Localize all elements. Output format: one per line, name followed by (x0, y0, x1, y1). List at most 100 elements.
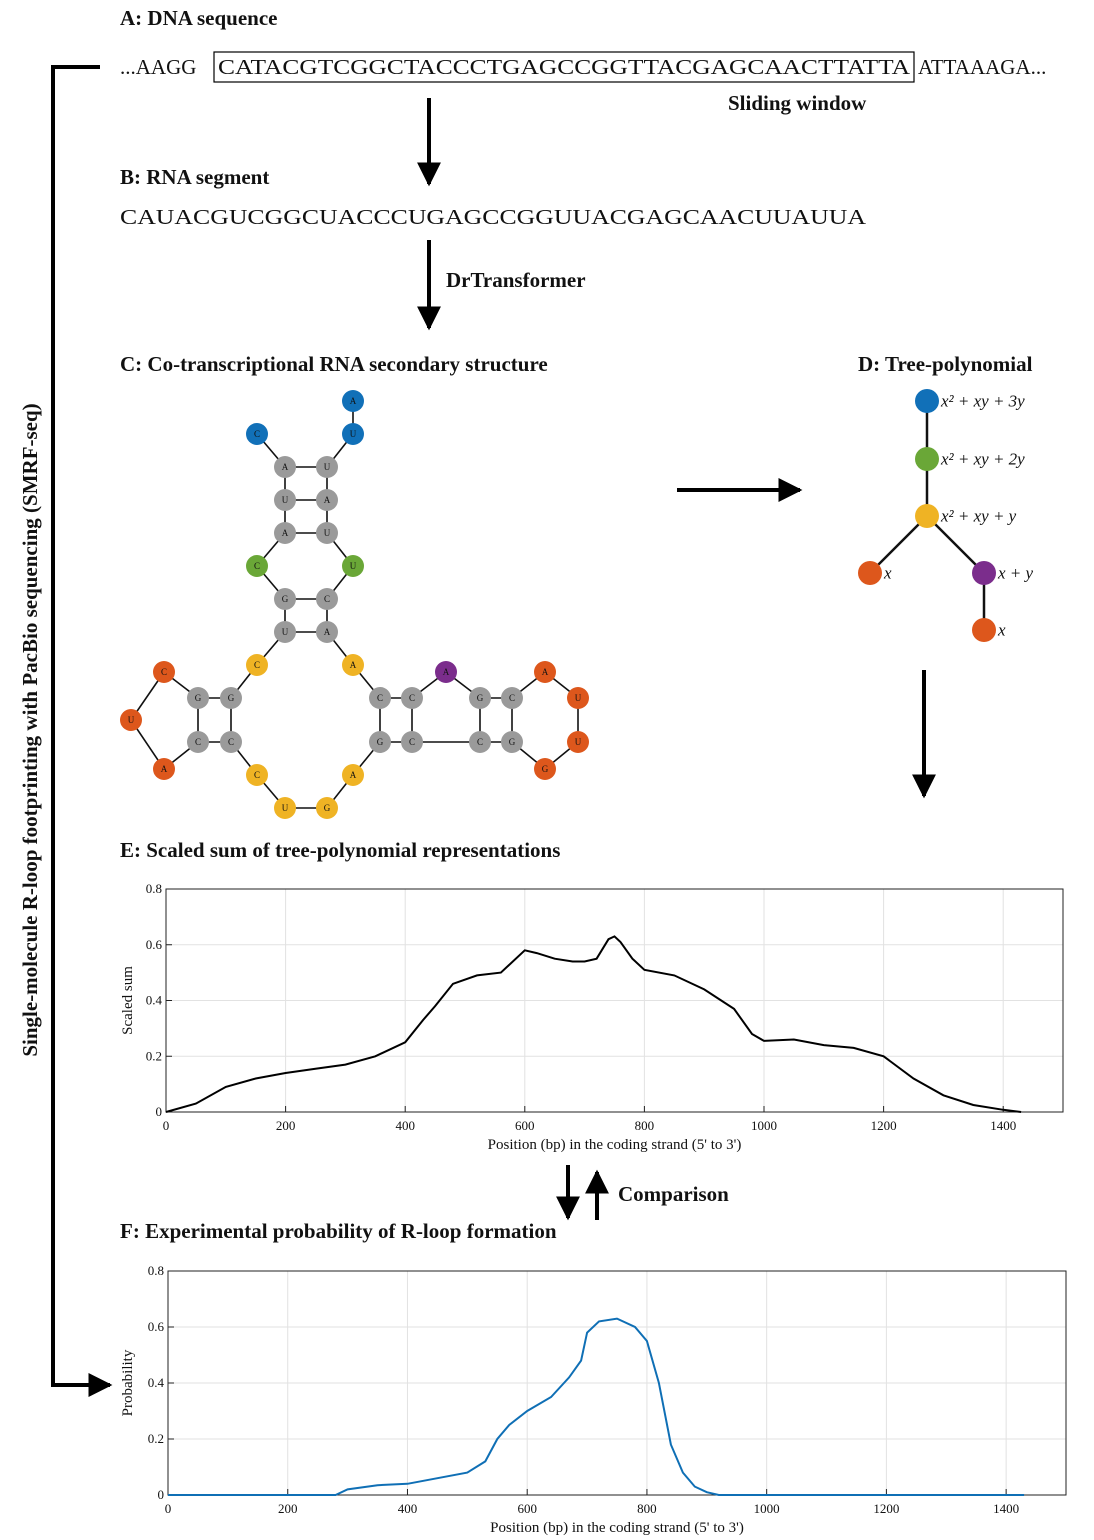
tree: x² + xy + 3y x² + xy + 2y x² + xy + y x x + … (858, 389, 1034, 642)
base-node (469, 731, 491, 753)
base-node (316, 588, 338, 610)
arrows (51, 65, 936, 1397)
base-node (246, 764, 268, 786)
rna-structure: C A U A U U A A U C U G C U A C A G G C C C U A C U G A C C G C G C C G A A U U… (120, 390, 589, 819)
base-label: C (509, 693, 515, 703)
base-label: C (254, 561, 260, 571)
window-label: Sliding window (728, 91, 867, 115)
polynomial: x² + xy + y (940, 507, 1017, 526)
base-label: A (282, 462, 289, 472)
base-label: A (350, 660, 357, 670)
polynomial: x (997, 621, 1006, 640)
base-node (534, 661, 556, 683)
rna-sequence: CAUACGUCGGCUACCCUGAGCCGGUUACGAGCAACUUAUU… (120, 205, 867, 229)
base-label: C (377, 693, 383, 703)
tree-node (858, 561, 882, 585)
y-tick-label: 0.4 (148, 1375, 165, 1390)
base-label: C (254, 770, 260, 780)
base-node (274, 522, 296, 544)
x-tick-label: 800 (637, 1501, 657, 1516)
base-label: A (324, 495, 331, 505)
y-tick-label: 0.4 (146, 993, 163, 1008)
base-node (567, 731, 589, 753)
y-tick-label: 0.2 (148, 1431, 164, 1446)
base-label: C (477, 737, 483, 747)
dna-suffix: ATTAAAGA... (918, 55, 1046, 79)
base-node (246, 423, 268, 445)
base-label: U (324, 462, 331, 472)
base-node (401, 731, 423, 753)
base-label: A (324, 627, 331, 637)
base-node (369, 687, 391, 709)
base-node (316, 489, 338, 511)
base-node (274, 489, 296, 511)
bracket-arrow (51, 65, 113, 1397)
base-node (342, 764, 364, 786)
base-label: A (350, 396, 357, 406)
base-node (153, 758, 175, 780)
y-axis-label: Scaled sum (120, 966, 136, 1035)
base-label: G (195, 693, 202, 703)
x-tick-label: 200 (276, 1118, 296, 1133)
data-line (168, 1317, 1025, 1496)
y-tick-label: 0.8 (146, 881, 162, 896)
base-label: C (254, 429, 260, 439)
base-label: G (377, 737, 384, 747)
panel-title: B: RNA segment (120, 165, 269, 189)
tree-edge (869, 515, 928, 574)
x-tick-label: 1200 (871, 1118, 897, 1133)
base-label: U (128, 715, 135, 725)
base-label: G (509, 737, 516, 747)
polynomial: x² + xy + 2y (940, 450, 1025, 469)
base-node (220, 687, 242, 709)
base-node (369, 731, 391, 753)
base-node (567, 687, 589, 709)
base-label: U (575, 737, 582, 747)
x-tick-label: 1000 (751, 1118, 777, 1133)
x-tick-label: 200 (278, 1501, 298, 1516)
base-label: U (282, 803, 289, 813)
base-label: G (228, 693, 235, 703)
base-node (501, 731, 523, 753)
base-node (342, 390, 364, 412)
panel-title: D: Tree-polynomial (858, 352, 1033, 376)
y-tick-label: 0.2 (146, 1048, 162, 1063)
y-tick-label: 0 (156, 1104, 163, 1119)
plot-frame (167, 1270, 1067, 1496)
chart-title: E: Scaled sum of tree-polynomial represe… (120, 838, 560, 862)
base-label: U (350, 429, 357, 439)
x-tick-label: 400 (395, 1118, 415, 1133)
polynomial: x² + xy + 3y (940, 392, 1025, 411)
x-tick-label: 1400 (993, 1501, 1019, 1516)
dna-window: CATACGTCGGCTACCCTGAGCCGGTTACGAGCAACTTATT… (218, 55, 911, 79)
y-tick-label: 0.8 (148, 1263, 164, 1278)
panel-title: A: DNA sequence (120, 6, 278, 30)
base-label: C (409, 737, 415, 747)
base-node (534, 758, 556, 780)
base-label: A (443, 667, 450, 677)
base-label: C (228, 737, 234, 747)
base-node (342, 654, 364, 676)
base-node (274, 456, 296, 478)
tree-node (972, 618, 996, 642)
base-node (246, 555, 268, 577)
comparison-label: Comparison (618, 1182, 729, 1206)
base-node (435, 661, 457, 683)
base-label: A (282, 528, 289, 538)
base-label: C (195, 737, 201, 747)
tree-edge (926, 515, 985, 574)
base-node (220, 731, 242, 753)
x-tick-label: 0 (165, 1501, 172, 1516)
base-node (120, 709, 142, 731)
base-node (246, 654, 268, 676)
base-node (316, 522, 338, 544)
chart-title: F: Experimental probability of R-loop fo… (120, 1219, 557, 1243)
base-node (274, 588, 296, 610)
base-node (401, 687, 423, 709)
base-label: A (161, 764, 168, 774)
base-node (274, 797, 296, 819)
base-node (316, 456, 338, 478)
x-tick-label: 1400 (990, 1118, 1016, 1133)
x-axis-label: Position (bp) in the coding strand (5' t… (490, 1520, 744, 1536)
y-tick-label: 0.6 (148, 1319, 165, 1334)
